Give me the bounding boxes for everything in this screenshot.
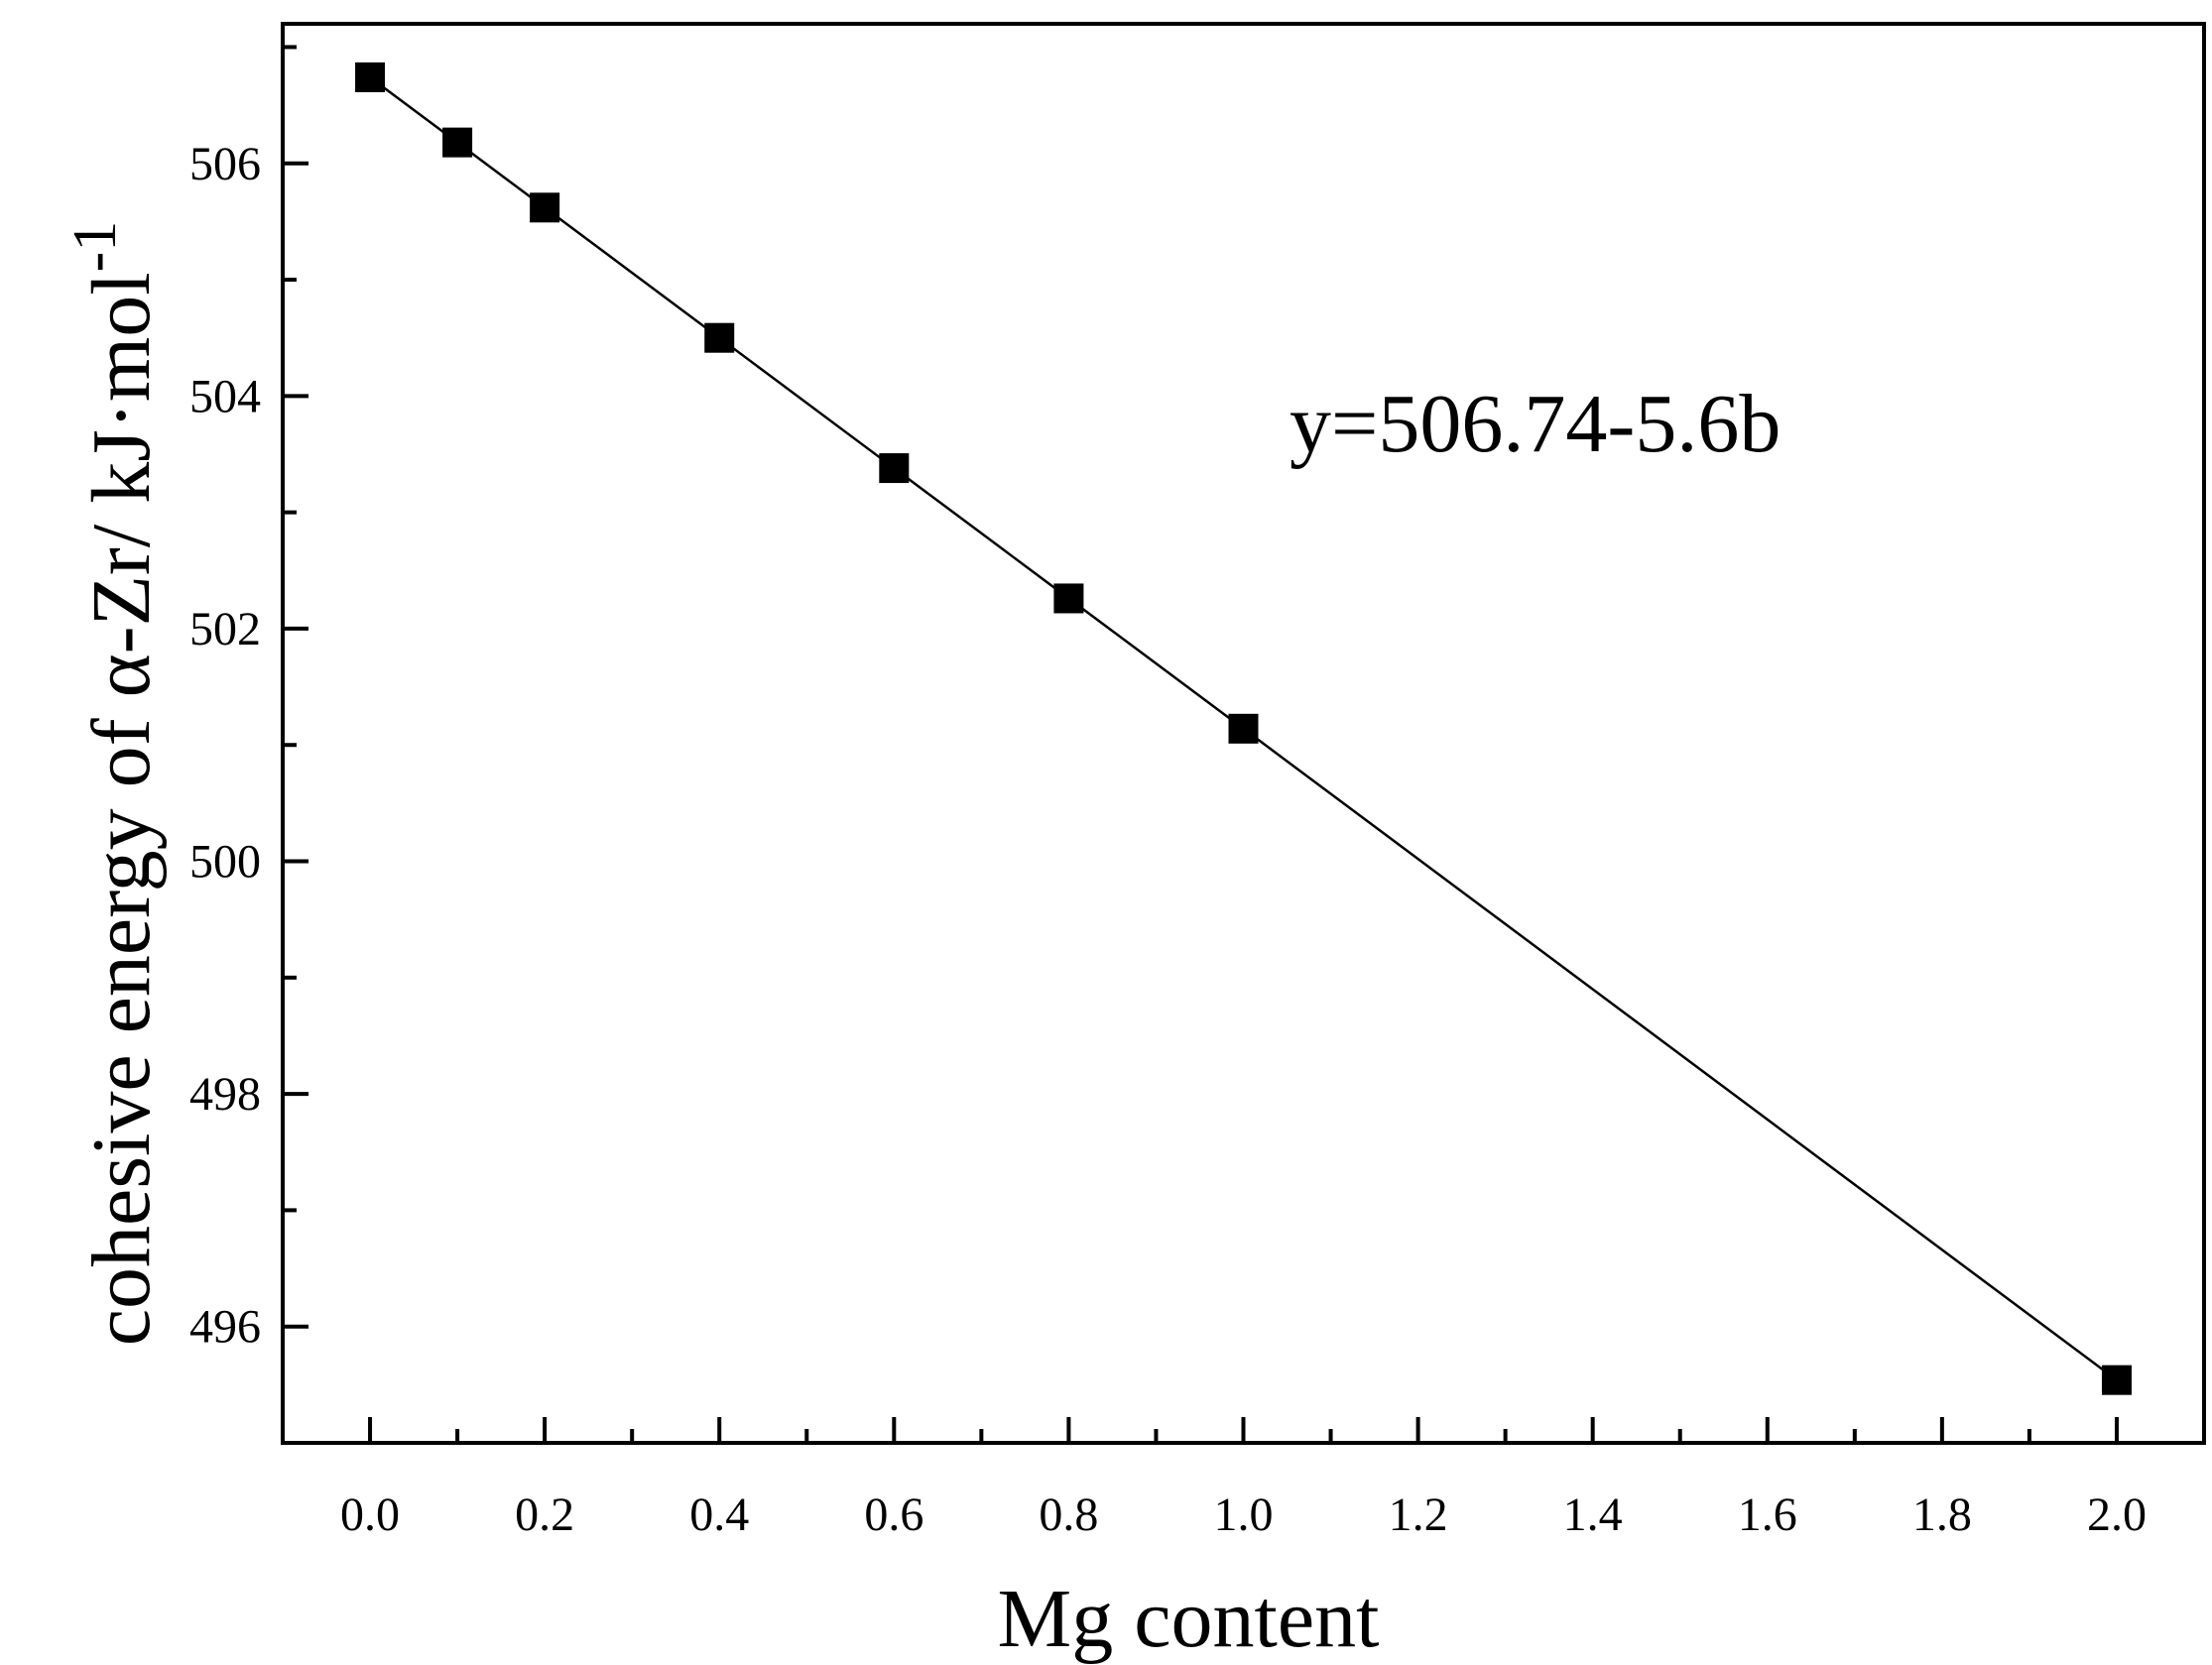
x-tick-label: 0.6	[864, 1488, 923, 1541]
y-tick-label: 498	[189, 1068, 261, 1121]
x-tick-label: 1.4	[1563, 1488, 1623, 1541]
data-point	[442, 127, 473, 158]
x-tick-label: 0.0	[340, 1488, 400, 1541]
x-tick-label: 1.6	[1738, 1488, 1797, 1541]
x-tick-label: 1.2	[1389, 1488, 1448, 1541]
data-point	[1228, 713, 1259, 744]
axis-tick-labels: 0.0 0.2 0.4 0.6 0.8 1.0 1.2 1.4 1.6 1.8 2.0 496 498 5…	[189, 138, 2147, 1541]
x-tick-label: 0.2	[515, 1488, 574, 1541]
x-tick-label: 1.0	[1214, 1488, 1274, 1541]
x-tick-label: 0.8	[1039, 1488, 1098, 1541]
series	[355, 61, 2132, 1395]
x-tick-label: 0.4	[689, 1488, 749, 1541]
x-tick-label: 1.8	[1912, 1488, 1972, 1541]
x-tick-label: 2.0	[2087, 1488, 2147, 1541]
data-point	[355, 61, 386, 92]
axis-ticks	[281, 45, 2206, 1445]
data-point	[704, 322, 735, 353]
y-tick-label: 502	[189, 603, 261, 655]
data-point	[879, 453, 910, 484]
y-tick-label: 504	[189, 370, 261, 422]
fit-equation: y=506.74-5.6b	[1290, 378, 1781, 470]
y-axis-title: cohesive energy of α-Zr/ kJ·mol-1	[61, 221, 168, 1346]
data-point	[1053, 583, 1084, 614]
data-point	[530, 192, 560, 223]
y-axis-title-superscript: -1	[61, 221, 129, 273]
y-axis-title-main: cohesive energy of α-Zr/ kJ·mol	[75, 272, 168, 1346]
data-point	[2101, 1365, 2132, 1395]
y-tick-label: 500	[189, 836, 261, 889]
y-tick-label: 506	[189, 138, 261, 190]
y-tick-label: 496	[189, 1301, 261, 1354]
x-axis-title: Mg content	[998, 1573, 1380, 1665]
